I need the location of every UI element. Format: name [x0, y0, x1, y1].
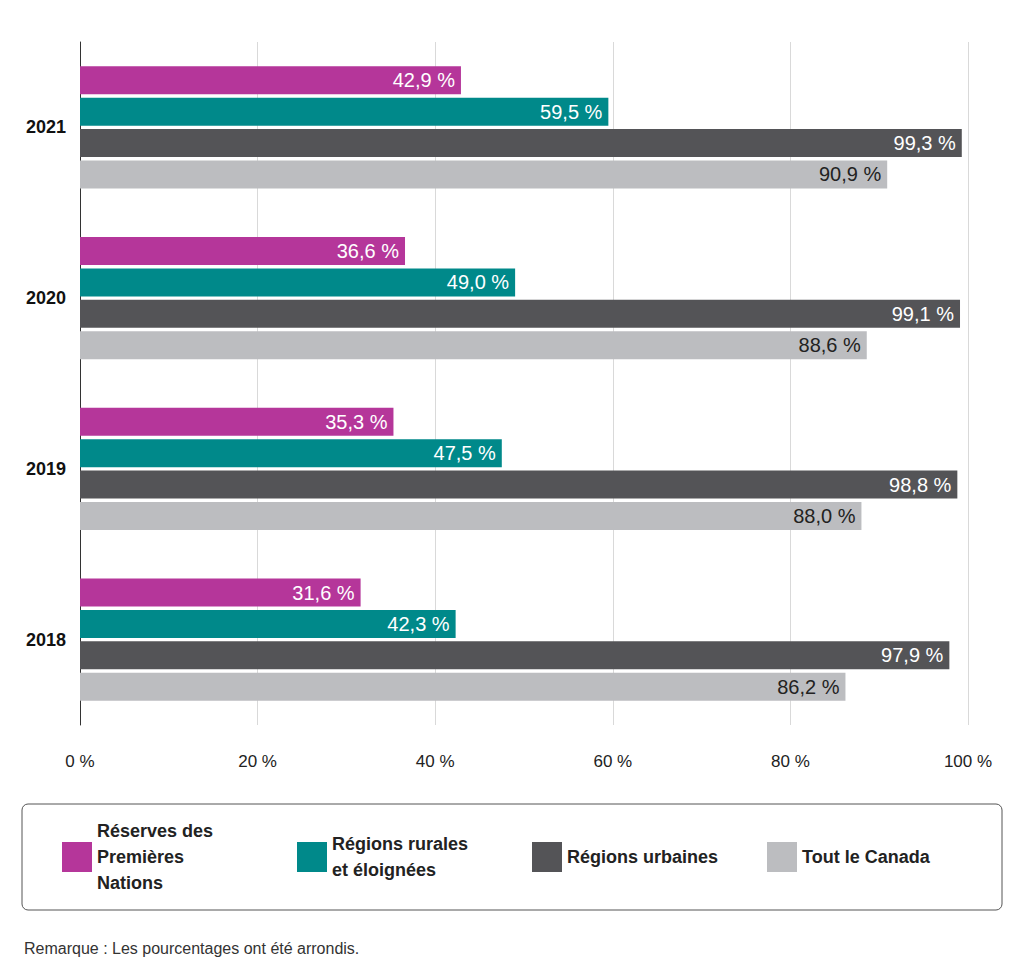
svg-text:20 %: 20 %: [238, 752, 277, 771]
svg-text:98,8 %: 98,8 %: [889, 474, 951, 496]
svg-text:97,9 %: 97,9 %: [881, 644, 943, 666]
svg-text:60 %: 60 %: [593, 752, 632, 771]
svg-text:88,0 %: 88,0 %: [793, 505, 855, 527]
svg-text:2020: 2020: [26, 288, 66, 308]
svg-text:35,3 %: 35,3 %: [325, 411, 387, 433]
svg-text:100 %: 100 %: [944, 752, 992, 771]
svg-text:49,0 %: 49,0 %: [447, 271, 509, 293]
svg-text:99,1 %: 99,1 %: [892, 303, 954, 325]
svg-text:Premières: Premières: [97, 847, 189, 867]
svg-text:88,6 %: 88,6 %: [799, 334, 861, 356]
svg-text:Réserves des: Réserves des: [97, 821, 218, 841]
svg-text:40 %: 40 %: [416, 752, 455, 771]
svg-text:0 %: 0 %: [65, 752, 94, 771]
svg-text:59,5 %: 59,5 %: [540, 101, 602, 123]
svg-text:90,9 %: 90,9 %: [819, 163, 881, 185]
svg-text:2018: 2018: [26, 630, 66, 650]
svg-text:42,9 %: 42,9 %: [393, 69, 455, 91]
svg-text:Remarque : Les pourcentages on: Remarque : Les pourcentages ont été arro…: [24, 940, 359, 957]
svg-text:Régions urbaines: Régions urbaines: [567, 847, 718, 867]
svg-text:31,6 %: 31,6 %: [292, 582, 354, 604]
svg-text:Nations: Nations: [97, 873, 163, 893]
svg-text:99,3 %: 99,3 %: [894, 132, 956, 154]
svg-text:47,5 %: 47,5 %: [434, 442, 496, 464]
svg-text:86,2 %: 86,2 %: [777, 676, 839, 698]
svg-text:Régions rurales: Régions rurales: [332, 834, 473, 854]
svg-text:2019: 2019: [26, 459, 66, 479]
svg-text:Tout le Canada: Tout le Canada: [802, 847, 931, 867]
svg-text:80 %: 80 %: [771, 752, 810, 771]
svg-text:2021: 2021: [26, 117, 66, 137]
svg-text:36,6 %: 36,6 %: [337, 240, 399, 262]
svg-text:42,3 %: 42,3 %: [387, 613, 449, 635]
svg-text:et éloignées: et éloignées: [332, 860, 436, 880]
